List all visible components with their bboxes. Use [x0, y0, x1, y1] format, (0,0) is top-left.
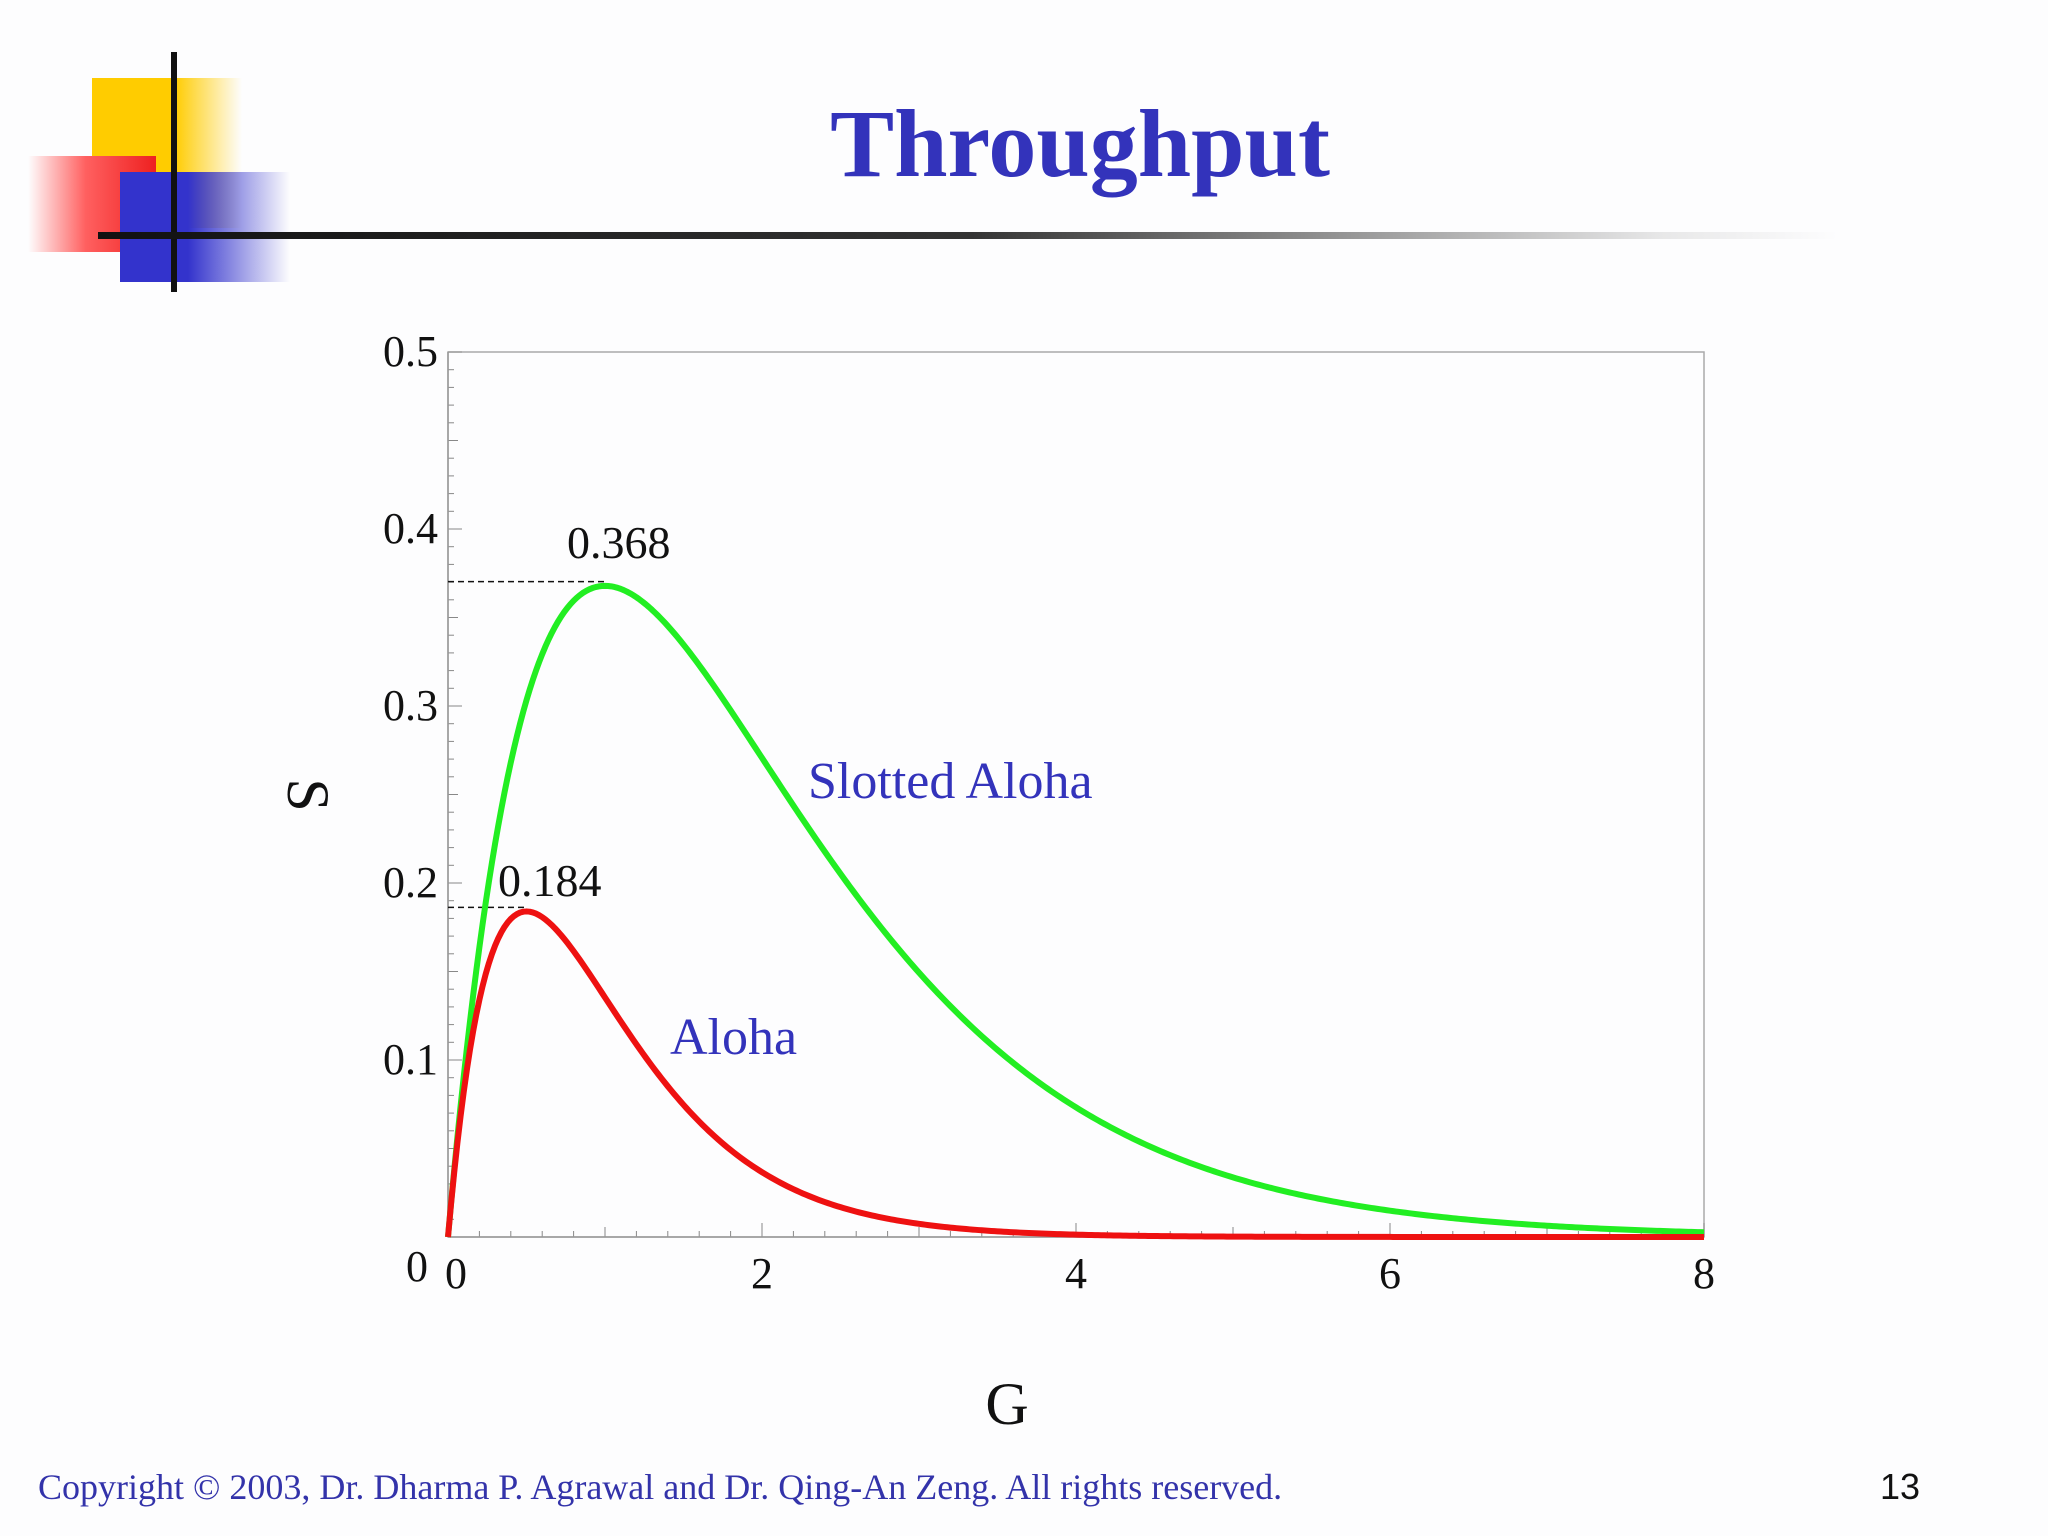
- y-tick-label: 0.2: [383, 858, 438, 907]
- copyright-footer: Copyright © 2003, Dr. Dharma P. Agrawal …: [38, 1467, 1283, 1507]
- y-tick-label: 0.3: [383, 681, 438, 730]
- axis-labels: 0 0.1 0.2 0.3 0.4 0.5 0 2 4 6 8 G S: [275, 327, 1715, 1437]
- y-tick-label: 0.1: [383, 1035, 438, 1084]
- blue-accent-square: [120, 172, 290, 282]
- page-number: 13: [1880, 1466, 1921, 1507]
- x-tick-label: 4: [1065, 1249, 1087, 1298]
- y-tick-label: 0: [406, 1242, 428, 1291]
- slide-title: Throughput: [830, 90, 1330, 197]
- x-tick-label: 2: [751, 1249, 773, 1298]
- vertical-accent-line: [171, 52, 177, 292]
- y-tick-label: 0.5: [383, 327, 438, 376]
- x-axis-title: G: [985, 1371, 1028, 1437]
- aloha-label: Aloha: [670, 1009, 797, 1066]
- data-series: [445, 582, 1705, 1240]
- title-underline: [98, 232, 1838, 239]
- x-tick-label: 0: [445, 1249, 467, 1298]
- max-value-label: 0.368: [567, 517, 671, 568]
- slotted-aloha-curve: [445, 582, 1705, 1238]
- guide-lines: [448, 580, 605, 909]
- aloha-curve: [445, 908, 1704, 1240]
- slotted-aloha-label: Slotted Aloha: [808, 753, 1093, 810]
- plot-frame: [447, 351, 1705, 1238]
- y-tick-label: 0.4: [383, 504, 438, 553]
- x-tick-label: 8: [1693, 1249, 1715, 1298]
- annotations: Slotted Aloha Aloha 0.368 0.184: [498, 517, 1093, 1066]
- y-axis-title: S: [275, 778, 341, 811]
- max-value-label: 0.184: [498, 855, 602, 906]
- x-tick-label: 6: [1379, 1249, 1401, 1298]
